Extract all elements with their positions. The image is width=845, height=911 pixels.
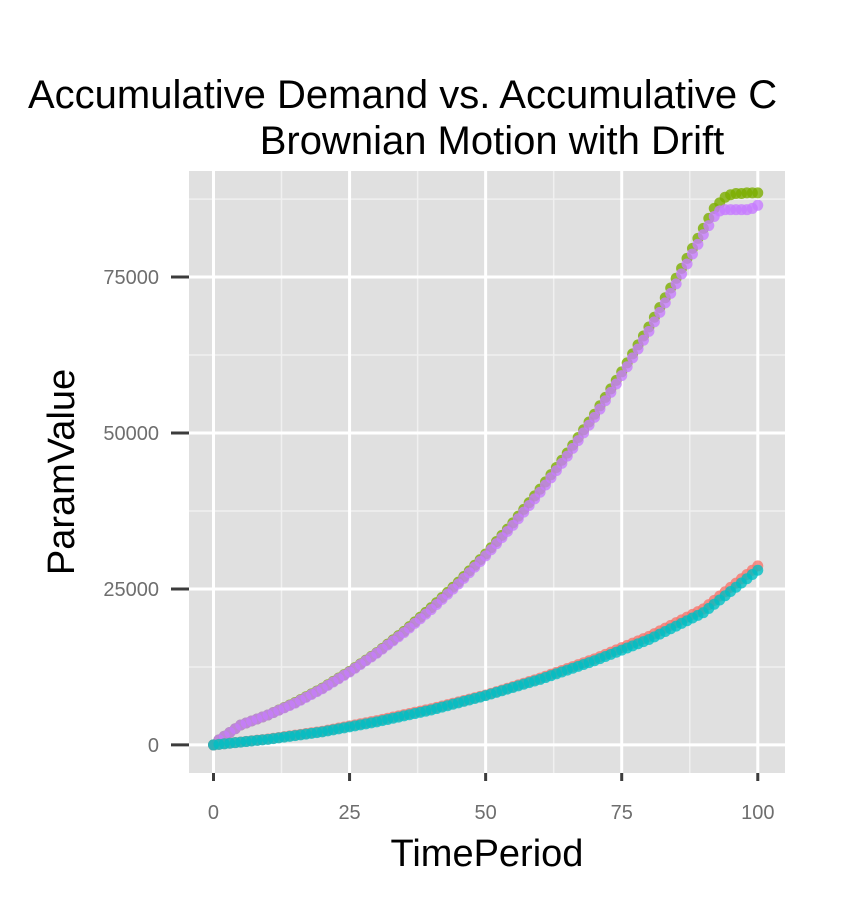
data-point bbox=[643, 325, 655, 337]
data-point bbox=[627, 352, 639, 364]
y-axis-ticks: 0 25000 50000 75000 bbox=[103, 267, 189, 757]
data-point bbox=[654, 306, 666, 318]
data-point bbox=[588, 411, 600, 423]
data-point bbox=[670, 278, 682, 290]
data-point bbox=[752, 187, 764, 199]
data-point bbox=[676, 268, 688, 280]
data-point bbox=[561, 450, 573, 462]
data-point bbox=[692, 238, 704, 250]
x-tick-label: 25 bbox=[338, 802, 360, 824]
data-point bbox=[665, 287, 677, 299]
data-point bbox=[632, 343, 644, 355]
x-tick-label: 100 bbox=[741, 802, 774, 824]
data-point bbox=[605, 386, 617, 398]
data-point bbox=[578, 427, 590, 439]
data-point bbox=[621, 361, 633, 373]
data-point bbox=[572, 435, 584, 447]
x-axis-title: TimePeriod bbox=[391, 833, 584, 875]
x-tick-label: 75 bbox=[611, 802, 633, 824]
data-point bbox=[697, 229, 709, 241]
x-tick-label: 0 bbox=[208, 802, 219, 824]
data-point bbox=[703, 220, 715, 232]
y-tick-label: 50000 bbox=[103, 423, 159, 445]
chart-subtitle: Brownian Motion with Drift bbox=[260, 119, 725, 163]
y-tick-label: 25000 bbox=[103, 579, 159, 601]
data-points bbox=[207, 187, 764, 751]
data-point bbox=[686, 248, 698, 260]
series-3 bbox=[207, 564, 764, 751]
data-point bbox=[594, 403, 606, 415]
data-point bbox=[616, 370, 628, 382]
data-point bbox=[567, 442, 579, 454]
chart-title: Accumulative Demand vs. Accumulative C bbox=[28, 73, 777, 117]
data-point bbox=[648, 316, 660, 328]
data-point bbox=[583, 419, 595, 431]
x-axis-ticks: 0 25 50 75 100 bbox=[208, 773, 774, 824]
y-axis-title: ParamValue bbox=[41, 369, 83, 575]
data-point bbox=[752, 564, 764, 576]
data-point bbox=[599, 395, 611, 407]
data-point bbox=[659, 297, 671, 309]
data-point bbox=[610, 378, 622, 390]
data-point bbox=[681, 258, 693, 270]
y-tick-label: 0 bbox=[148, 735, 159, 757]
x-tick-label: 50 bbox=[475, 802, 497, 824]
y-tick-label: 75000 bbox=[103, 267, 159, 289]
data-point bbox=[637, 334, 649, 346]
data-point bbox=[752, 199, 764, 211]
series-1 bbox=[207, 199, 764, 751]
